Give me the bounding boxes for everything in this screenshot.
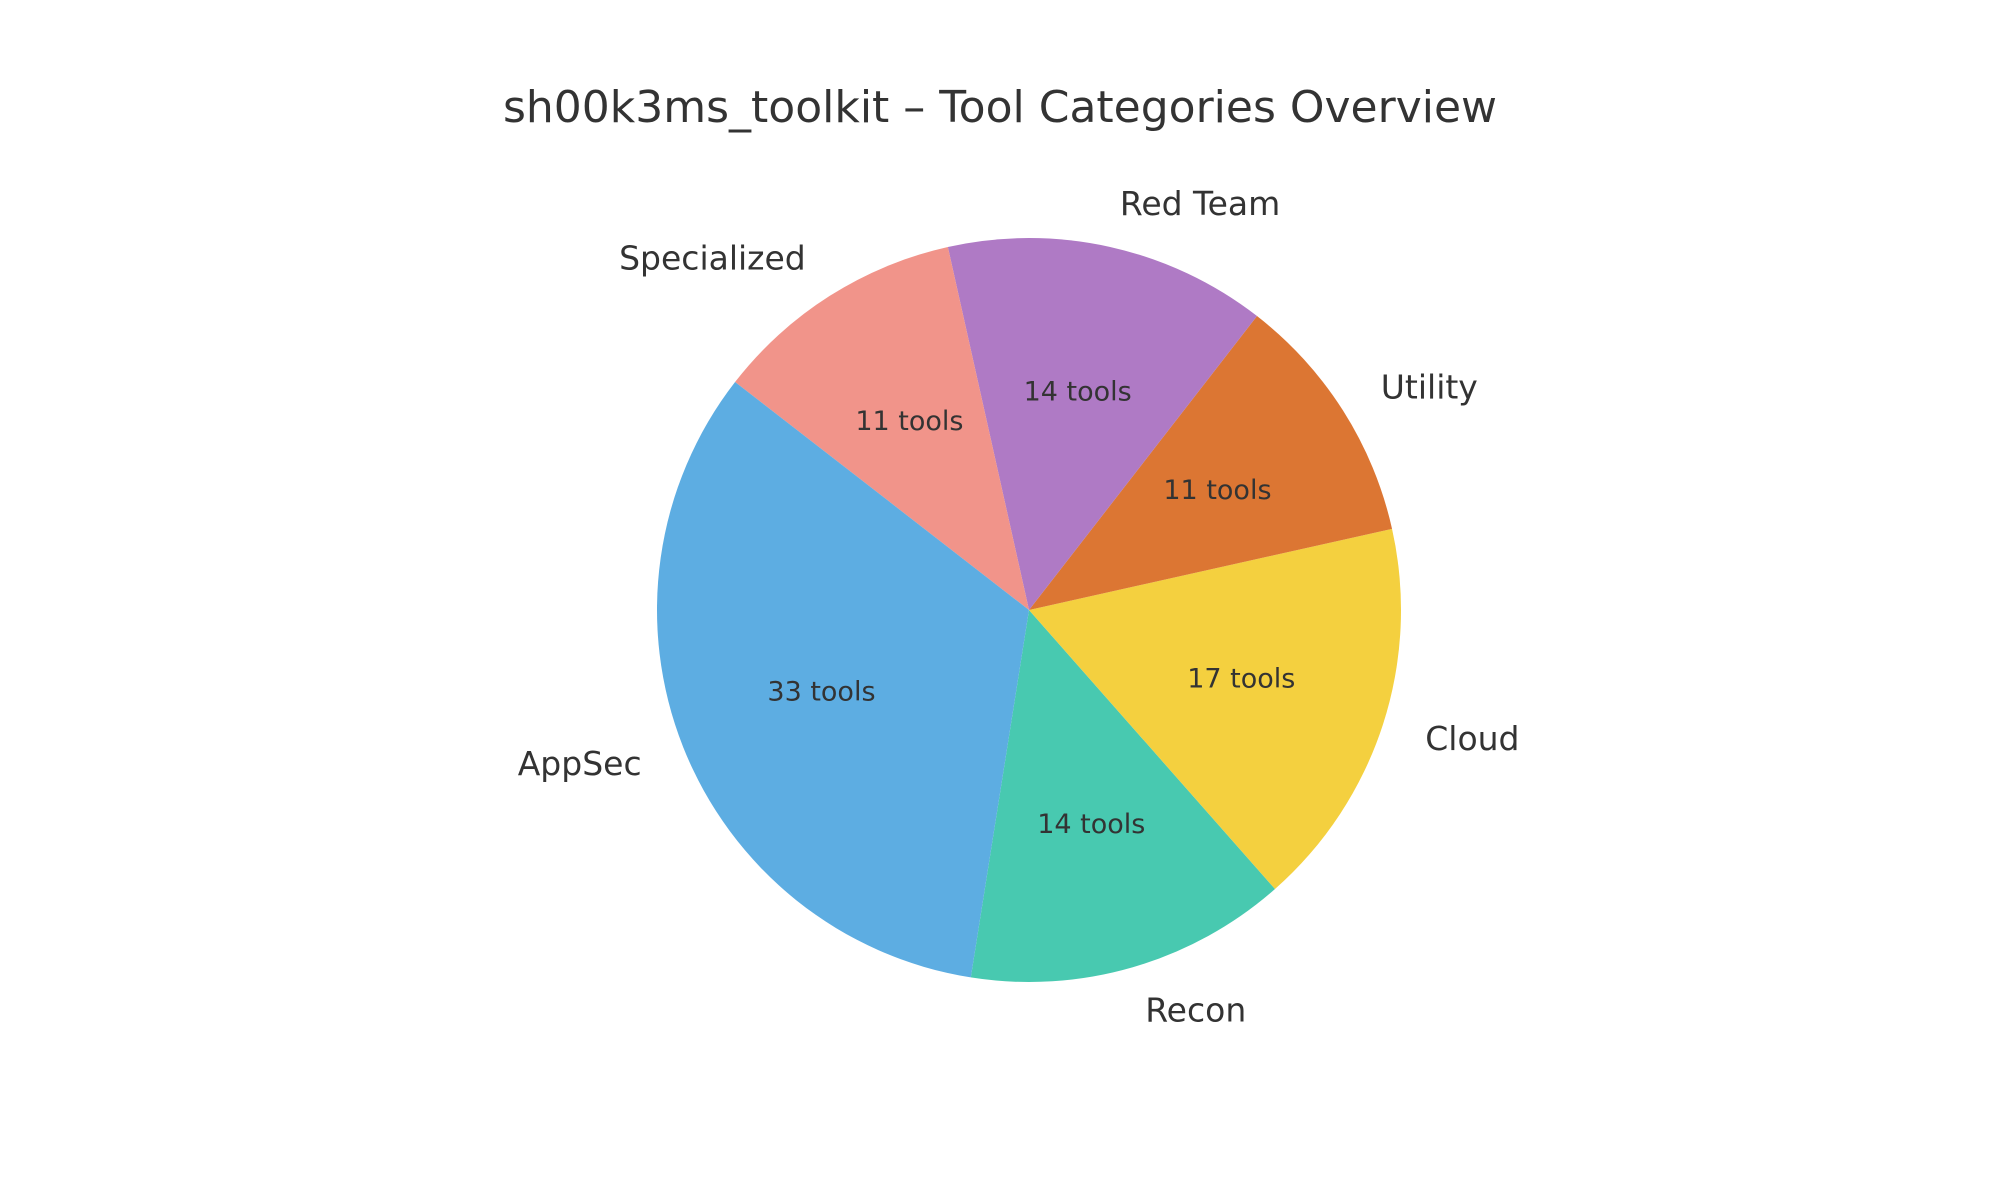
slice-value-label-appsec: 33 tools: [767, 677, 875, 708]
pie-slice-appsec: [657, 381, 1029, 978]
pie-slice-red-team: [947, 237, 1258, 610]
pie-slice-recon: [970, 610, 1276, 982]
slice-value-label-cloud: 17 tools: [1187, 663, 1295, 694]
slice-category-label-red-team: Red Team: [1120, 184, 1280, 223]
slice-value-label-recon: 14 tools: [1037, 809, 1145, 840]
slice-value-label-specialized: 11 tools: [855, 406, 963, 437]
slice-category-label-cloud: Cloud: [1425, 719, 1519, 758]
slice-category-label-appsec: AppSec: [518, 744, 642, 783]
pie-slice-utility: [1029, 316, 1393, 610]
chart-title: sh00k3ms_toolkit – Tool Categories Overv…: [502, 82, 1498, 133]
slice-value-label-red-team: 14 tools: [1024, 377, 1132, 408]
pie-slice-specialized: [735, 246, 1029, 610]
slice-value-label-utility: 11 tools: [1163, 475, 1271, 506]
slice-category-label-utility: Utility: [1381, 367, 1478, 406]
slice-category-label-specialized: Specialized: [619, 239, 806, 278]
pie-slice-cloud: [1029, 528, 1401, 890]
slice-category-label-recon: Recon: [1145, 991, 1246, 1030]
